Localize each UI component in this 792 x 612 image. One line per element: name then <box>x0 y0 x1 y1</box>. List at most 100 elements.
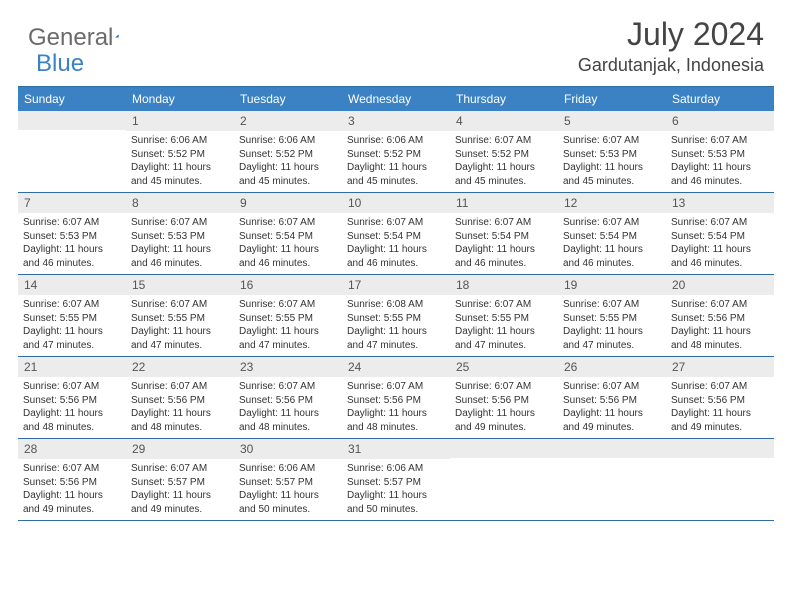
daylight-line: Daylight: 11 hours and 49 minutes. <box>23 489 121 516</box>
day-body: Sunrise: 6:07 AMSunset: 5:54 PMDaylight:… <box>450 213 558 274</box>
day-number <box>558 439 666 458</box>
sunrise-line: Sunrise: 6:07 AM <box>239 380 337 394</box>
daylight-line: Daylight: 11 hours and 47 minutes. <box>239 325 337 352</box>
day-number: 28 <box>18 439 126 459</box>
sunrise-line: Sunrise: 6:07 AM <box>131 380 229 394</box>
sunrise-line: Sunrise: 6:07 AM <box>671 216 769 230</box>
day-cell: 22Sunrise: 6:07 AMSunset: 5:56 PMDayligh… <box>126 357 234 438</box>
day-body: Sunrise: 6:07 AMSunset: 5:53 PMDaylight:… <box>126 213 234 274</box>
day-body: Sunrise: 6:07 AMSunset: 5:55 PMDaylight:… <box>18 295 126 356</box>
day-body: Sunrise: 6:07 AMSunset: 5:56 PMDaylight:… <box>18 459 126 520</box>
daylight-line: Daylight: 11 hours and 50 minutes. <box>347 489 445 516</box>
day-cell: 2Sunrise: 6:06 AMSunset: 5:52 PMDaylight… <box>234 111 342 192</box>
sunset-line: Sunset: 5:54 PM <box>239 230 337 244</box>
calendar: SundayMondayTuesdayWednesdayThursdayFrid… <box>18 86 774 521</box>
day-number: 21 <box>18 357 126 377</box>
location: Gardutanjak, Indonesia <box>578 55 764 76</box>
day-body: Sunrise: 6:07 AMSunset: 5:52 PMDaylight:… <box>450 131 558 192</box>
day-number: 22 <box>126 357 234 377</box>
sunset-line: Sunset: 5:56 PM <box>239 394 337 408</box>
day-cell: 4Sunrise: 6:07 AMSunset: 5:52 PMDaylight… <box>450 111 558 192</box>
day-number: 3 <box>342 111 450 131</box>
sunrise-line: Sunrise: 6:07 AM <box>671 134 769 148</box>
day-body: Sunrise: 6:07 AMSunset: 5:55 PMDaylight:… <box>450 295 558 356</box>
day-number: 20 <box>666 275 774 295</box>
sunrise-line: Sunrise: 6:06 AM <box>347 134 445 148</box>
day-number <box>450 439 558 458</box>
sunrise-line: Sunrise: 6:07 AM <box>563 134 661 148</box>
daylight-line: Daylight: 11 hours and 50 minutes. <box>239 489 337 516</box>
daylight-line: Daylight: 11 hours and 45 minutes. <box>131 161 229 188</box>
daylight-line: Daylight: 11 hours and 47 minutes. <box>23 325 121 352</box>
sunset-line: Sunset: 5:56 PM <box>455 394 553 408</box>
day-number <box>666 439 774 458</box>
day-header-wednesday: Wednesday <box>342 87 450 111</box>
day-cell: 14Sunrise: 6:07 AMSunset: 5:55 PMDayligh… <box>18 275 126 356</box>
sunrise-line: Sunrise: 6:07 AM <box>23 462 121 476</box>
day-header-monday: Monday <box>126 87 234 111</box>
day-body: Sunrise: 6:06 AMSunset: 5:57 PMDaylight:… <box>234 459 342 520</box>
sunset-line: Sunset: 5:56 PM <box>23 394 121 408</box>
day-cell: 13Sunrise: 6:07 AMSunset: 5:54 PMDayligh… <box>666 193 774 274</box>
day-body: Sunrise: 6:07 AMSunset: 5:54 PMDaylight:… <box>342 213 450 274</box>
day-number: 19 <box>558 275 666 295</box>
daylight-line: Daylight: 11 hours and 46 minutes. <box>671 161 769 188</box>
day-cell: 15Sunrise: 6:07 AMSunset: 5:55 PMDayligh… <box>126 275 234 356</box>
day-cell: 18Sunrise: 6:07 AMSunset: 5:55 PMDayligh… <box>450 275 558 356</box>
day-cell: 6Sunrise: 6:07 AMSunset: 5:53 PMDaylight… <box>666 111 774 192</box>
sunset-line: Sunset: 5:56 PM <box>671 394 769 408</box>
sunrise-line: Sunrise: 6:07 AM <box>131 216 229 230</box>
sunrise-line: Sunrise: 6:06 AM <box>239 462 337 476</box>
week-row: 7Sunrise: 6:07 AMSunset: 5:53 PMDaylight… <box>18 193 774 275</box>
daylight-line: Daylight: 11 hours and 49 minutes. <box>563 407 661 434</box>
day-cell: 5Sunrise: 6:07 AMSunset: 5:53 PMDaylight… <box>558 111 666 192</box>
logo-text-2: Blue <box>36 50 84 78</box>
daylight-line: Daylight: 11 hours and 48 minutes. <box>671 325 769 352</box>
day-body: Sunrise: 6:07 AMSunset: 5:56 PMDaylight:… <box>666 295 774 356</box>
day-cell: 21Sunrise: 6:07 AMSunset: 5:56 PMDayligh… <box>18 357 126 438</box>
day-number: 26 <box>558 357 666 377</box>
sunrise-line: Sunrise: 6:06 AM <box>347 462 445 476</box>
day-header-friday: Friday <box>558 87 666 111</box>
sunset-line: Sunset: 5:56 PM <box>131 394 229 408</box>
sunset-line: Sunset: 5:53 PM <box>671 148 769 162</box>
day-cell: 11Sunrise: 6:07 AMSunset: 5:54 PMDayligh… <box>450 193 558 274</box>
day-cell: 30Sunrise: 6:06 AMSunset: 5:57 PMDayligh… <box>234 439 342 520</box>
day-body: Sunrise: 6:07 AMSunset: 5:54 PMDaylight:… <box>666 213 774 274</box>
sunset-line: Sunset: 5:52 PM <box>131 148 229 162</box>
sunrise-line: Sunrise: 6:07 AM <box>455 216 553 230</box>
daylight-line: Daylight: 11 hours and 46 minutes. <box>131 243 229 270</box>
day-number: 17 <box>342 275 450 295</box>
sunrise-line: Sunrise: 6:07 AM <box>455 380 553 394</box>
daylight-line: Daylight: 11 hours and 45 minutes. <box>347 161 445 188</box>
sunset-line: Sunset: 5:54 PM <box>455 230 553 244</box>
sunset-line: Sunset: 5:55 PM <box>455 312 553 326</box>
day-number: 7 <box>18 193 126 213</box>
sunset-line: Sunset: 5:56 PM <box>23 476 121 490</box>
day-cell <box>450 439 558 520</box>
day-number: 15 <box>126 275 234 295</box>
sunrise-line: Sunrise: 6:07 AM <box>131 298 229 312</box>
sunset-line: Sunset: 5:57 PM <box>347 476 445 490</box>
daylight-line: Daylight: 11 hours and 46 minutes. <box>563 243 661 270</box>
day-body: Sunrise: 6:06 AMSunset: 5:52 PMDaylight:… <box>126 131 234 192</box>
day-body: Sunrise: 6:07 AMSunset: 5:56 PMDaylight:… <box>342 377 450 438</box>
day-body: Sunrise: 6:07 AMSunset: 5:55 PMDaylight:… <box>234 295 342 356</box>
daylight-line: Daylight: 11 hours and 49 minutes. <box>131 489 229 516</box>
daylight-line: Daylight: 11 hours and 49 minutes. <box>455 407 553 434</box>
day-cell: 3Sunrise: 6:06 AMSunset: 5:52 PMDaylight… <box>342 111 450 192</box>
sunset-line: Sunset: 5:54 PM <box>563 230 661 244</box>
day-cell <box>666 439 774 520</box>
logo: General <box>28 24 137 52</box>
daylight-line: Daylight: 11 hours and 45 minutes. <box>563 161 661 188</box>
week-row: 1Sunrise: 6:06 AMSunset: 5:52 PMDaylight… <box>18 111 774 193</box>
day-body: Sunrise: 6:07 AMSunset: 5:56 PMDaylight:… <box>450 377 558 438</box>
day-cell: 25Sunrise: 6:07 AMSunset: 5:56 PMDayligh… <box>450 357 558 438</box>
daylight-line: Daylight: 11 hours and 46 minutes. <box>239 243 337 270</box>
sunset-line: Sunset: 5:56 PM <box>563 394 661 408</box>
day-body: Sunrise: 6:07 AMSunset: 5:55 PMDaylight:… <box>126 295 234 356</box>
week-row: 28Sunrise: 6:07 AMSunset: 5:56 PMDayligh… <box>18 439 774 521</box>
day-number: 4 <box>450 111 558 131</box>
sunrise-line: Sunrise: 6:07 AM <box>563 216 661 230</box>
day-number: 30 <box>234 439 342 459</box>
